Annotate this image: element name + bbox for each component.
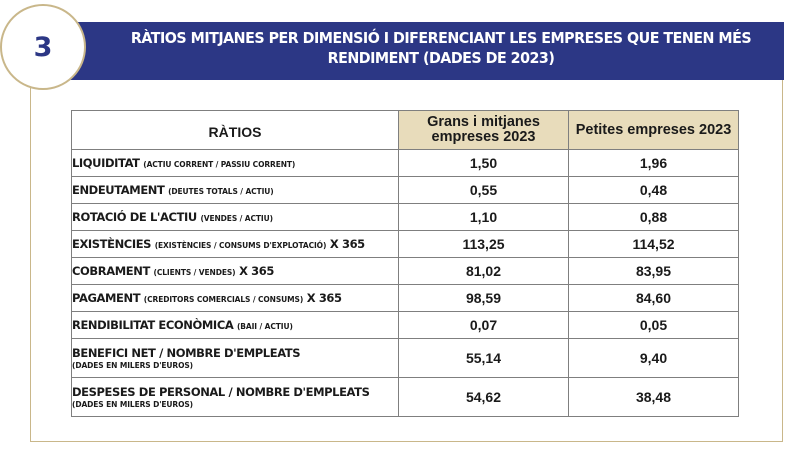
column-header-large-companies: Grans i mitjanes empreses 2023: [398, 110, 569, 150]
ratio-name: RENDIBILITAT ECONÒMICA: [72, 318, 234, 332]
table-row: RENDIBILITAT ECONÒMICA (BAII / ACTIU) 0,0…: [71, 311, 739, 339]
ratio-label-cell: ROTACIÓ DE L'ACTIU (VENDES / ACTIU): [71, 203, 399, 231]
table-row: ENDEUTAMENT (DEUTES TOTALS / ACTIU) 0,55 0…: [71, 176, 739, 204]
ratio-formula: (VENDES / ACTIU): [200, 214, 273, 223]
value-small-companies: 38,48: [568, 377, 739, 417]
ratios-table: RÀTIOS Grans i mitjanes empreses 2023 Pe…: [71, 110, 739, 417]
ratio-name: LIQUIDITAT: [72, 156, 140, 170]
ratio-label-cell: RENDIBILITAT ECONÒMICA (BAII / ACTIU): [71, 311, 399, 339]
row-header-cell: RÀTIOS: [71, 110, 399, 150]
ratio-label-cell: BENEFICI NET / NOMBRE D'EMPLEATS (DADES E…: [71, 338, 399, 378]
value-small-companies: 0,48: [568, 176, 739, 204]
value-large-companies: 98,59: [398, 284, 569, 312]
ratio-name: BENEFICI NET / NOMBRE D'EMPLEATS: [72, 345, 301, 360]
ratio-label-cell: DESPESES DE PERSONAL / NOMBRE D'EMPLEATS…: [71, 377, 399, 417]
ratio-name: ROTACIÓ DE L'ACTIU: [72, 210, 197, 224]
value-large-companies: 54,62: [398, 377, 569, 417]
ratio-multiplier: X 365: [239, 264, 274, 278]
ratio-name: DESPESES DE PERSONAL / NOMBRE D'EMPLEATS: [72, 384, 370, 399]
table-row: DESPESES DE PERSONAL / NOMBRE D'EMPLEATS…: [71, 377, 739, 417]
ratio-formula: (BAII / ACTIU): [236, 322, 293, 331]
value-large-companies: 0,55: [398, 176, 569, 204]
ratio-name: COBRAMENT: [72, 264, 150, 278]
value-large-companies: 55,14: [398, 338, 569, 378]
section-number: 3: [33, 31, 53, 63]
ratio-formula: (CLIENTS / VENDES): [153, 268, 236, 277]
ratio-label-cell: COBRAMENT (CLIENTS / VENDES) X 365: [71, 257, 399, 285]
row-header-label: RÀTIOS: [208, 124, 262, 140]
ratio-name: ENDEUTAMENT: [72, 183, 165, 197]
title-banner: [45, 22, 784, 80]
page-title: RÀTIOS MITJANES PER DIMENSIÓ I DIFERENCI…: [130, 29, 752, 67]
value-small-companies: 0,88: [568, 203, 739, 231]
ratio-multiplier: X 365: [329, 237, 365, 251]
table-row: LIQUIDITAT (ACTIU CORRENT / PASSIU CORRE…: [71, 149, 739, 177]
ratio-formula: (DEUTES TOTALS / ACTIU): [168, 187, 274, 196]
ratio-label-cell: ENDEUTAMENT (DEUTES TOTALS / ACTIU): [71, 176, 399, 204]
content-frame: [30, 52, 783, 442]
ratio-name: EXISTÈNCIES: [72, 237, 152, 251]
section-number-badge: 3: [0, 4, 86, 90]
value-large-companies: 0,07: [398, 311, 569, 339]
ratio-name: PAGAMENT: [72, 291, 141, 305]
value-large-companies: 1,50: [398, 149, 569, 177]
value-small-companies: 1,96: [568, 149, 739, 177]
table-row: COBRAMENT (CLIENTS / VENDES) X 365 81,02 8…: [71, 257, 739, 285]
ratio-label-cell: LIQUIDITAT (ACTIU CORRENT / PASSIU CORRE…: [71, 149, 399, 177]
column-header-small-companies: Petites empreses 2023: [568, 110, 739, 150]
value-small-companies: 83,95: [568, 257, 739, 285]
ratio-multiplier: X 365: [306, 291, 342, 305]
ratio-note: (DADES EN MILERS D'EUROS): [72, 399, 193, 409]
ratio-formula: (ACTIU CORRENT / PASSIU CORRENT): [143, 160, 296, 169]
value-small-companies: 114,52: [568, 230, 739, 258]
ratio-note: (DADES EN MILERS D'EUROS): [72, 360, 193, 370]
table-row: ROTACIÓ DE L'ACTIU (VENDES / ACTIU) 1,10 0…: [71, 203, 739, 231]
ratio-formula: (EXISTÈNCIES / CONSUMS D'EXPLOTACIÓ): [154, 241, 327, 250]
value-small-companies: 9,40: [568, 338, 739, 378]
value-small-companies: 84,60: [568, 284, 739, 312]
table-row: BENEFICI NET / NOMBRE D'EMPLEATS (DADES E…: [71, 338, 739, 378]
value-large-companies: 113,25: [398, 230, 569, 258]
table-row: EXISTÈNCIES (EXISTÈNCIES / CONSUMS D'EXP…: [71, 230, 739, 258]
ratio-formula: (CREDITORS COMERCIALS / CONSUMS): [143, 295, 304, 304]
value-large-companies: 81,02: [398, 257, 569, 285]
ratio-label-cell: EXISTÈNCIES (EXISTÈNCIES / CONSUMS D'EXP…: [71, 230, 399, 258]
table-row: PAGAMENT (CREDITORS COMERCIALS / CONSUMS…: [71, 284, 739, 312]
value-small-companies: 0,05: [568, 311, 739, 339]
value-large-companies: 1,10: [398, 203, 569, 231]
ratio-label-cell: PAGAMENT (CREDITORS COMERCIALS / CONSUMS…: [71, 284, 399, 312]
